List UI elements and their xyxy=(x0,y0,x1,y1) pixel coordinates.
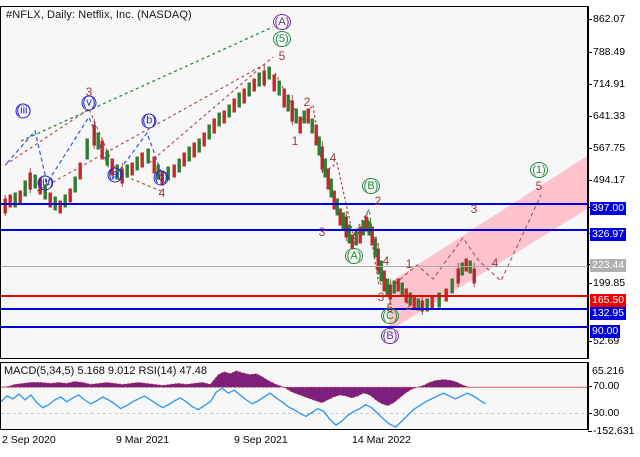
wave-label[interactable]: 2 xyxy=(303,95,311,109)
wave-label[interactable]: (5) xyxy=(273,31,291,47)
wave-label[interactable]: 3 xyxy=(470,202,478,216)
time-axis[interactable]: 2 Sep 2020 9 Mar 2021 9 Sep 2021 14 Mar … xyxy=(0,432,640,454)
wave-label[interactable]: (b) xyxy=(141,113,157,129)
wave-label-layer: (iii) (iv) (v) 3 (a) (b) (c) 4 (A) (5) 5 2 1 4 3 (B) 2 5 1… xyxy=(1,7,587,358)
price-chart-pane[interactable]: (iii) (iv) (v) 3 (a) (b) (c) 4 (A) (5) 5 2 1 4 3 (B) 2 5 1… xyxy=(0,6,589,359)
price-tag-132[interactable]: 132.95 xyxy=(590,307,627,320)
price-tag-326[interactable]: 326.97 xyxy=(590,228,627,241)
wave-label[interactable]: (C) xyxy=(381,308,399,324)
macd-histogram xyxy=(1,370,587,407)
wave-label[interactable]: (B) xyxy=(362,178,380,194)
level-line-90[interactable] xyxy=(1,326,589,328)
wave-label[interactable]: (iv) xyxy=(37,175,54,191)
level-line-397[interactable] xyxy=(1,203,589,205)
level-line-132[interactable] xyxy=(1,308,589,310)
wave-label[interactable]: (v) xyxy=(81,95,97,111)
level-line-223[interactable] xyxy=(1,266,589,267)
price-axis[interactable]: 862.07 788.49 714.91 641.33 567.75 494.1… xyxy=(588,6,640,359)
wave-label[interactable]: 1 xyxy=(405,257,413,271)
macd-indicator-label: MACD(5,34,5) 5.168 9.012 RSI(14) 47.48 xyxy=(4,365,208,377)
price-tag-397[interactable]: 397.00 xyxy=(590,202,627,215)
wave-label[interactable]: (iii) xyxy=(15,103,32,119)
wave-label[interactable]: (c) xyxy=(153,170,169,186)
rsi-line xyxy=(1,387,486,428)
wave-label[interactable]: 5 xyxy=(351,232,359,246)
macd-axis[interactable]: 65.216 70.00 30.00 -152.631 xyxy=(588,362,640,437)
x-tick-label: 9 Sep 2021 xyxy=(234,434,288,446)
wave-label[interactable]: (1) xyxy=(530,162,548,178)
wave-label[interactable]: 1 xyxy=(372,234,380,248)
wave-label[interactable]: 4 xyxy=(329,151,337,165)
price-axis-line xyxy=(588,6,589,359)
x-tick-label: 9 Mar 2021 xyxy=(116,434,170,446)
wave-label[interactable]: 3 xyxy=(85,85,93,99)
wave-label[interactable]: 5 xyxy=(278,49,286,63)
wave-label[interactable]: 1 xyxy=(291,134,299,148)
macd-axis-line xyxy=(588,362,589,430)
wave-label[interactable]: 3 xyxy=(377,290,385,304)
wave-label[interactable]: 5 xyxy=(535,179,543,193)
level-line-326[interactable] xyxy=(1,229,589,231)
price-tag-165[interactable]: 165.50 xyxy=(590,294,627,307)
wave-label[interactable]: 4 xyxy=(382,254,390,268)
wave-label[interactable]: 4 xyxy=(491,256,499,270)
level-line-165[interactable] xyxy=(1,295,589,297)
macd-plot-svg xyxy=(1,370,587,428)
price-tag-223[interactable]: 223.44 xyxy=(590,259,627,272)
wave-label[interactable]: (A) xyxy=(345,248,363,264)
wave-label[interactable]: 3 xyxy=(318,225,326,239)
wave-label[interactable]: (A) xyxy=(273,14,291,30)
symbol-title: #NFLX, Daily: Netflix, Inc. (NASDAQ) xyxy=(6,9,192,21)
x-tick-label: 14 Mar 2022 xyxy=(352,434,411,446)
wave-label[interactable]: 4 xyxy=(158,186,166,200)
wave-label[interactable]: 2 xyxy=(374,194,382,208)
wave-label[interactable]: (B) xyxy=(381,328,399,344)
macd-rsi-pane[interactable] xyxy=(0,362,588,430)
wave-label[interactable]: (a) xyxy=(107,167,123,183)
price-tag-90[interactable]: 90.00 xyxy=(590,325,621,338)
wave-label[interactable]: 2 xyxy=(405,299,413,313)
x-tick-label: 2 Sep 2020 xyxy=(2,434,56,446)
